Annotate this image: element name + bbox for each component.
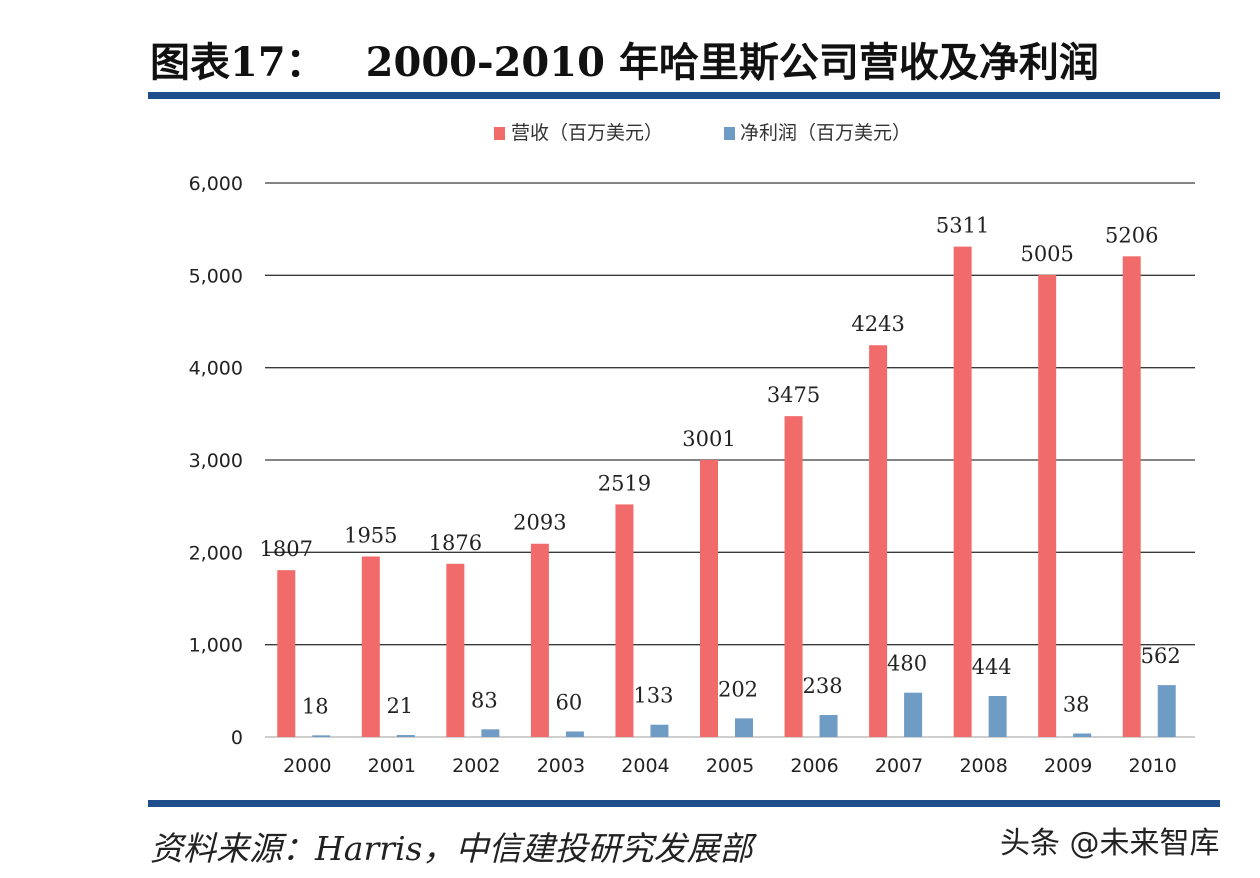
revenue-bar [700,459,718,737]
y-tick-label: 2,000 [189,542,243,564]
net-profit-data-label: 480 [887,652,927,676]
y-tick-label: 5,000 [189,265,243,287]
legend-swatch-net-profit [724,127,735,140]
legend-swatch-revenue [494,127,505,140]
net-profit-data-label: 38 [1063,692,1090,716]
source-note: 资料来源：Harris，中信建投研究发展部 [150,829,753,868]
revenue-bar [530,543,549,737]
x-tick-label: 2002 [452,755,500,777]
x-tick-label: 2010 [1129,755,1177,777]
y-tick-label: 1,000 [189,635,243,657]
revenue-bar [1038,274,1057,737]
figure-label: 图表17： [150,39,326,86]
revenue-bar [784,416,803,737]
revenue-data-label: 1955 [344,523,397,547]
x-tick-label: 2009 [1044,755,1092,777]
net-profit-bar [650,724,669,737]
x-tick-label: 2004 [621,755,669,777]
net-profit-bar [312,735,331,737]
revenue-bar [361,556,380,737]
revenue-data-label: 1876 [429,531,482,555]
net-profit-data-label: 444 [972,655,1012,679]
net-profit-data-label: 18 [302,694,329,718]
revenue-data-label: 5206 [1105,223,1158,247]
revenue-bar [446,563,465,737]
legend-label-net-profit: 净利润（百万美元） [740,122,911,144]
y-tick-label: 0 [231,727,243,749]
net-profit-bar [735,718,753,737]
net-profit-bar [396,735,415,737]
x-tick-label: 2000 [283,755,331,777]
y-tick-label: 3,000 [189,450,243,472]
net-profit-data-label: 60 [556,690,583,714]
y-tick-label: 4,000 [189,358,243,380]
net-profit-data-label: 562 [1141,644,1181,668]
revenue-data-label: 5005 [1020,242,1073,266]
x-tick-label: 2003 [537,755,585,777]
net-profit-data-label: 133 [633,684,673,708]
revenue-bar [1122,256,1141,737]
page-title: 图表17： 2000-2010 年哈里斯公司营收及净利润 [150,30,1099,88]
revenue-bar [615,504,634,737]
bottom-divider [148,800,1220,807]
bar-chart: 0 1,000 2,000 3,000 4,000 5,000 6,000 1807 18 200… [189,122,1195,777]
x-tick-label: 2005 [706,755,754,777]
revenue-data-label: 3475 [767,383,820,407]
net-profit-data-label: 83 [471,688,498,712]
y-tick-label: 6,000 [189,173,243,195]
legend-label-revenue: 营收（百万美元） [511,122,663,144]
net-profit-data-label: 238 [802,674,842,698]
net-profit-bar [1157,685,1176,737]
net-profit-bar [988,696,1007,737]
net-profit-bar [819,715,838,737]
revenue-data-label: 5311 [936,214,989,238]
revenue-data-label: 4243 [851,312,904,336]
net-profit-data-label: 21 [386,694,413,718]
revenue-bar [869,345,888,737]
x-tick-label: 2007 [875,755,923,777]
figure-title: 2000-2010 年哈里斯公司营收及净利润 [365,39,1099,86]
revenue-data-label: 2093 [513,511,566,535]
revenue-bar [953,246,972,737]
revenue-data-label: 1807 [260,537,313,561]
net-profit-bar [904,692,923,737]
revenue-data-label: 3001 [682,427,735,451]
net-profit-bar [481,729,500,737]
x-tick-label: 2008 [959,755,1007,777]
x-tick-label: 2001 [368,755,416,777]
net-profit-bar [1073,733,1092,737]
top-divider [148,92,1220,99]
x-tick-label: 2006 [790,755,838,777]
revenue-bar [277,570,296,737]
net-profit-bar [565,731,584,737]
net-profit-data-label: 202 [718,677,758,701]
watermark: 头条 @未来智库 [1000,826,1220,861]
revenue-data-label: 2519 [598,471,651,495]
